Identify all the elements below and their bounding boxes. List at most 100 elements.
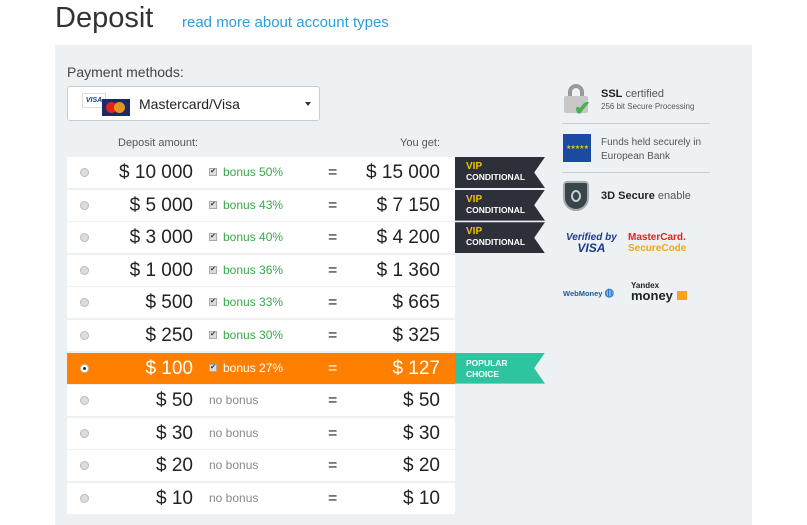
ssl-subtitle: 256 bit Secure Processing — [601, 102, 695, 111]
equals-sign: = — [328, 196, 338, 214]
payment-method-select[interactable]: VISA Mastercard/Visa — [67, 86, 320, 121]
bonus-label: bonus 27% — [223, 360, 284, 375]
radio-button[interactable] — [80, 200, 89, 210]
you-get-amount: $ 20 — [403, 455, 440, 477]
equals-sign: = — [328, 457, 338, 475]
you-get-amount: $ 30 — [403, 422, 440, 444]
page-title: Deposit — [55, 2, 154, 34]
chevron-down-icon — [305, 102, 311, 106]
radio-button[interactable] — [80, 493, 89, 503]
bonus-label: bonus 50% — [223, 165, 284, 179]
vip-conditional-badge: VIP CONDITIONAL — [455, 222, 545, 254]
deposit-amount: $ 20 — [156, 455, 193, 477]
radio-button[interactable] — [80, 396, 89, 406]
deposit-amount: $ 1 000 — [129, 259, 193, 281]
you-get-amount: $ 665 — [392, 292, 440, 314]
deposit-row[interactable]: $ 50 no bonus = $ 50 — [67, 385, 455, 417]
radio-button[interactable] — [80, 461, 89, 471]
deposit-row[interactable]: $ 100 ✔ bonus 27% = $ 127 — [67, 352, 455, 384]
you-get-amount: $ 325 — [392, 324, 440, 346]
bonus-checkbox[interactable]: ✔ — [209, 330, 217, 339]
deposit-amount: $ 3 000 — [129, 227, 193, 249]
you-get-amount: $ 15 000 — [366, 162, 440, 183]
bonus-label: bonus 36% — [223, 262, 284, 277]
deposit-row[interactable]: $ 250 ✔ bonus 30% = $ 325 — [67, 319, 455, 351]
deposit-amount: $ 5 000 — [129, 194, 193, 216]
you-get-amount: $ 10 — [403, 487, 440, 509]
radio-button[interactable] — [80, 298, 89, 308]
deposit-row[interactable]: $ 10 no bonus = $ 10 — [67, 482, 455, 514]
bonus-checkbox[interactable]: ✔ — [209, 233, 217, 242]
equals-sign: = — [328, 424, 338, 442]
vip-conditional-badge: VIP CONDITIONAL — [455, 189, 545, 221]
bonus-checkbox[interactable]: ✔ — [209, 265, 217, 274]
card-logos-icon: VISA — [82, 93, 132, 117]
account-types-link[interactable]: read more about account types — [182, 14, 389, 31]
bonus-checkbox[interactable]: ✔ — [209, 363, 217, 372]
ssl-title: SSL — [601, 88, 623, 100]
mastercard-securecode-logo: MasterCard. SecureCode — [628, 232, 687, 254]
bonus-label: bonus 30% — [223, 327, 284, 342]
3d-secure-title: 3D Secure — [601, 190, 655, 202]
divider — [562, 172, 710, 173]
equals-sign: = — [328, 261, 338, 279]
eu-flag-icon: ★★★★★ — [563, 134, 591, 162]
bonus-label: bonus 43% — [223, 197, 284, 212]
bonus-checkbox[interactable]: ✔ — [209, 168, 217, 176]
bonus-checkbox[interactable]: ✔ — [209, 200, 217, 209]
deposit-amount: $ 10 000 — [119, 162, 193, 183]
3d-secure-enable: enable — [654, 190, 691, 202]
radio-button[interactable] — [80, 168, 89, 177]
equals-sign: = — [328, 294, 338, 312]
funds-text-2: European Bank — [601, 151, 670, 162]
you-get-amount: $ 7 150 — [376, 194, 440, 216]
equals-sign: = — [328, 392, 338, 410]
radio-button[interactable] — [80, 265, 89, 275]
bonus-checkbox[interactable]: ✔ — [209, 298, 217, 307]
selected-method: Mastercard/Visa — [139, 96, 240, 112]
you-get-amount: $ 127 — [392, 357, 440, 379]
mastercard-logo — [102, 99, 130, 116]
deposit-amount-header: Deposit amount: — [118, 137, 199, 149]
deposit-amount: $ 30 — [156, 422, 193, 444]
deposit-row[interactable]: $ 500 ✔ bonus 33% = $ 665 — [67, 287, 455, 319]
you-get-amount: $ 1 360 — [376, 259, 440, 281]
deposit-options: $ 10 000 ✔ bonus 50% = $ 15 000 $ 5 000 … — [67, 157, 455, 516]
bonus-label: bonus 33% — [223, 295, 284, 310]
funds-text-1: Funds held securely in — [601, 137, 702, 148]
deposit-row[interactable]: $ 20 no bonus = $ 20 — [67, 450, 455, 482]
vip-conditional-badge: VIP CONDITIONAL — [455, 157, 545, 188]
equals-sign: = — [328, 326, 338, 344]
bonus-label: bonus 40% — [223, 230, 284, 245]
deposit-row[interactable]: $ 1 000 ✔ bonus 36% = $ 1 360 — [67, 254, 455, 286]
yandex-money-logo: Yandex money — [631, 279, 688, 302]
radio-button[interactable] — [80, 363, 89, 373]
deposit-row[interactable]: $ 30 no bonus = $ 30 — [67, 417, 455, 449]
you-get-amount: $ 4 200 — [376, 227, 440, 249]
deposit-row[interactable]: $ 3 000 ✔ bonus 40% = $ 4 200 — [67, 222, 455, 254]
deposit-row[interactable]: $ 5 000 ✔ bonus 43% = $ 7 150 — [67, 189, 455, 221]
equals-sign: = — [328, 229, 338, 247]
bonus-label: no bonus — [209, 458, 259, 473]
deposit-row[interactable]: $ 10 000 ✔ bonus 50% = $ 15 000 — [67, 157, 455, 188]
deposit-amount: $ 100 — [145, 357, 193, 379]
webmoney-logo: WebMoney ◍ — [563, 287, 615, 299]
popular-choice-badge: POPULAR CHOICE — [455, 352, 545, 384]
deposit-amount: $ 10 — [156, 487, 193, 509]
deposit-amount: $ 50 — [156, 390, 193, 412]
deposit-amount: $ 250 — [145, 324, 193, 346]
radio-button[interactable] — [80, 330, 89, 340]
3d-secure-shield-icon — [563, 181, 589, 211]
payment-methods-label: Payment methods: — [67, 64, 184, 80]
radio-button[interactable] — [80, 428, 89, 438]
equals-sign: = — [328, 164, 338, 181]
bonus-label: no bonus — [209, 490, 259, 505]
bonus-label: no bonus — [209, 425, 259, 440]
you-get-amount: $ 50 — [403, 390, 440, 412]
equals-sign: = — [328, 359, 338, 377]
ssl-lock-icon: ✔ — [562, 84, 591, 120]
deposit-amount: $ 500 — [145, 292, 193, 314]
divider — [562, 123, 710, 124]
radio-button[interactable] — [80, 233, 89, 243]
ssl-certified: certified — [622, 88, 664, 100]
